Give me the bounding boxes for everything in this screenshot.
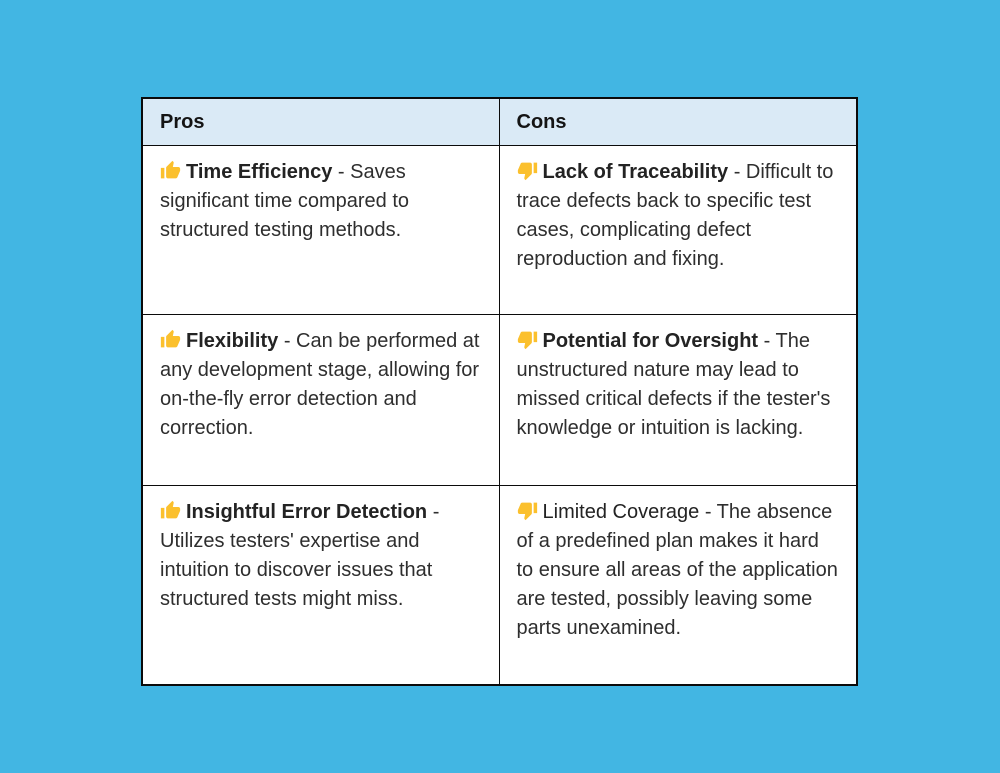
header-cell-pros: Pros: [143, 99, 500, 145]
thumbs-up-icon: [160, 160, 181, 181]
thumbs-down-icon: [517, 500, 538, 521]
cell-text: - Can be performed at any development st…: [160, 330, 480, 439]
cell-title: Insightful Error Detection: [186, 501, 428, 523]
thumbs-down-icon: [517, 329, 538, 350]
cell-text: - The absence of a predefined plan makes…: [516, 501, 838, 639]
pros-cons-table: Pros Cons Time Efficiency - Saves signif…: [141, 97, 858, 686]
header-label-cons: Cons: [516, 110, 567, 133]
cell-text: - The unstructured nature may lead to mi…: [516, 330, 831, 439]
cell-title: Lack of Traceability: [542, 161, 729, 183]
thumbs-up-icon: [160, 500, 181, 521]
table-row: Insightful Error Detection - Utilizes te…: [143, 486, 856, 684]
cons-cell: Limited Coverage - The absence of a pred…: [500, 486, 857, 684]
cell-text: - Utilizes testers' expertise and intuit…: [160, 501, 440, 610]
cell-text: - Saves significant time compared to str…: [160, 161, 410, 241]
cons-cell: Potential for Oversight - The unstructur…: [500, 315, 857, 485]
cell-text: - Difficult to trace defects back to spe…: [516, 161, 834, 270]
cell-title: Potential for Oversight: [542, 330, 759, 352]
cell-title: Time Efficiency: [186, 161, 333, 183]
table-header-row: Pros Cons: [143, 99, 856, 146]
pros-cell: Flexibility - Can be performed at any de…: [143, 315, 500, 485]
cell-title: Flexibility: [186, 330, 279, 352]
table-row: Time Efficiency - Saves significant time…: [143, 146, 856, 315]
thumbs-up-icon: [160, 329, 181, 350]
header-label-pros: Pros: [160, 110, 205, 133]
thumbs-down-icon: [517, 160, 538, 181]
pros-cell: Time Efficiency - Saves significant time…: [143, 146, 500, 314]
cell-title: Limited Coverage: [542, 501, 700, 523]
cons-cell: Lack of Traceability - Difficult to trac…: [500, 146, 857, 314]
header-cell-cons: Cons: [500, 99, 857, 145]
table-row: Flexibility - Can be performed at any de…: [143, 315, 856, 486]
pros-cell: Insightful Error Detection - Utilizes te…: [143, 486, 500, 684]
